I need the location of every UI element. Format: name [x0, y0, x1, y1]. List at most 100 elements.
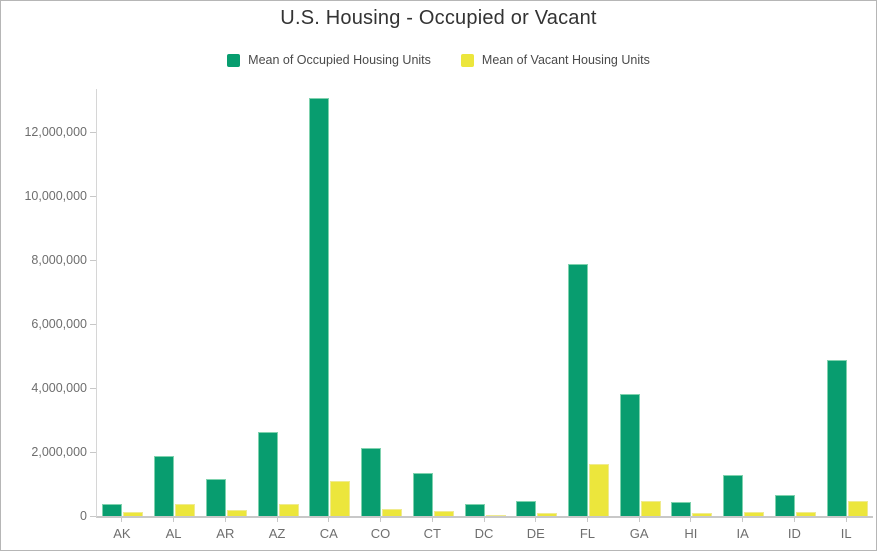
y-axis-tick-mark — [90, 516, 96, 517]
y-axis-tick-mark — [90, 324, 96, 325]
y-axis-tick-label: 12,000,000 — [24, 125, 87, 140]
x-axis-label-al: AL — [165, 526, 182, 541]
y-axis-tick-mark — [90, 452, 96, 453]
x-axis-label-ca: CA — [319, 526, 338, 541]
bar-vacant-ct[interactable] — [433, 511, 454, 516]
y-axis-tick-label: 8,000,000 — [31, 253, 87, 268]
legend: Mean of Occupied Housing Units Mean of V… — [1, 53, 876, 67]
bar-occupied-il[interactable] — [826, 360, 847, 516]
bar-vacant-id[interactable] — [795, 512, 816, 516]
y-axis-tick-mark — [90, 260, 96, 261]
x-axis-label-ia: IA — [736, 526, 749, 541]
bar-occupied-ak[interactable] — [102, 504, 123, 516]
bar-occupied-id[interactable] — [774, 495, 795, 516]
bar-vacant-ga[interactable] — [640, 501, 661, 516]
bar-occupied-ia[interactable] — [723, 475, 744, 516]
y-axis-tick-label: 4,000,000 — [31, 381, 87, 396]
bar-occupied-co[interactable] — [361, 448, 382, 516]
category-slot-ak — [97, 89, 149, 516]
category-slot-co — [356, 89, 408, 516]
x-axis-tick-mark — [690, 518, 692, 522]
legend-item-vacant[interactable]: Mean of Vacant Housing Units — [460, 53, 650, 67]
bar-vacant-co[interactable] — [382, 509, 403, 516]
bar-occupied-ct[interactable] — [412, 473, 433, 516]
bar-occupied-hi[interactable] — [671, 502, 692, 516]
bar-vacant-il[interactable] — [847, 501, 868, 516]
x-axis-tick-mark — [793, 518, 795, 522]
legend-item-occupied[interactable]: Mean of Occupied Housing Units — [227, 53, 431, 67]
x-axis-tick-mark — [535, 518, 537, 522]
category-slot-fl — [563, 89, 615, 516]
bar-occupied-ar[interactable] — [205, 479, 226, 516]
x-axis-tick-mark — [173, 518, 175, 522]
x-axis-tick-mark — [224, 518, 226, 522]
y-axis-tick-label: 2,000,000 — [31, 445, 87, 460]
y-axis-tick-label: 6,000,000 — [31, 317, 87, 332]
bar-vacant-de[interactable] — [537, 513, 558, 516]
y-axis-tick-mark — [90, 132, 96, 133]
x-axis-label-ak: AK — [113, 526, 131, 541]
x-axis-tick-mark — [742, 518, 744, 522]
legend-label-occupied: Mean of Occupied Housing Units — [248, 53, 431, 67]
x-axis-label-az: AZ — [268, 526, 286, 541]
x-axis-label-fl: FL — [579, 526, 596, 541]
x-axis-label-ct: CT — [423, 526, 441, 541]
category-slot-ar — [200, 89, 252, 516]
y-axis-tick-mark — [90, 388, 96, 389]
category-slot-hi — [666, 89, 718, 516]
x-axis-label-de: DE — [526, 526, 545, 541]
bar-vacant-ia[interactable] — [744, 512, 765, 516]
bar-vacant-ar[interactable] — [226, 510, 247, 516]
bars-container — [97, 89, 873, 516]
x-axis-tick-mark — [276, 518, 278, 522]
y-axis-tick-label: 0 — [80, 509, 87, 523]
chart-title: U.S. Housing - Occupied or Vacant — [280, 7, 597, 29]
x-axis-tick-mark — [328, 518, 330, 522]
x-axis-label-ar: AR — [216, 526, 235, 541]
bar-vacant-dc[interactable] — [485, 515, 506, 516]
x-axis-tick-mark — [586, 518, 588, 522]
y-axis-tick-label: 10,000,000 — [24, 189, 87, 204]
x-axis-label-co: CO — [370, 526, 391, 541]
bar-vacant-hi[interactable] — [692, 513, 713, 516]
category-slot-il — [821, 89, 873, 516]
occupied-swatch-icon — [227, 53, 241, 67]
category-slot-al — [149, 89, 201, 516]
x-axis-tick-mark — [845, 518, 847, 522]
category-slot-ct — [407, 89, 459, 516]
vacant-swatch-icon — [460, 53, 474, 67]
legend-label-vacant: Mean of Vacant Housing Units — [481, 53, 650, 67]
x-axis-label-il: IL — [840, 526, 852, 541]
x-axis-tick-mark — [380, 518, 382, 522]
category-slot-ca — [304, 89, 356, 516]
category-slot-id — [770, 89, 822, 516]
bar-occupied-ca[interactable] — [309, 98, 330, 516]
x-axis-tick-mark — [483, 518, 485, 522]
category-slot-dc — [459, 89, 511, 516]
bar-occupied-dc[interactable] — [464, 504, 485, 516]
x-axis-label-dc: DC — [474, 526, 494, 541]
category-slot-ga — [614, 89, 666, 516]
bar-vacant-al[interactable] — [175, 504, 196, 516]
bar-vacant-ak[interactable] — [123, 512, 144, 516]
bar-occupied-fl[interactable] — [567, 264, 588, 516]
category-slot-ia — [718, 89, 770, 516]
bar-occupied-de[interactable] — [516, 501, 537, 516]
bar-occupied-ga[interactable] — [619, 394, 640, 516]
bar-vacant-fl[interactable] — [588, 464, 609, 516]
x-axis-tick-mark — [638, 518, 640, 522]
x-axis-tick-mark — [121, 518, 123, 522]
bar-vacant-ca[interactable] — [330, 481, 351, 516]
category-slot-az — [252, 89, 304, 516]
plot-area — [96, 89, 873, 518]
x-axis-label-id: ID — [787, 526, 801, 541]
x-axis-label-hi: HI — [684, 526, 698, 541]
bar-vacant-az[interactable] — [278, 504, 299, 516]
category-slot-de — [511, 89, 563, 516]
bar-occupied-az[interactable] — [257, 432, 278, 516]
y-axis-tick-mark — [90, 196, 96, 197]
x-axis-label-ga: GA — [629, 526, 649, 541]
bar-occupied-al[interactable] — [154, 456, 175, 516]
x-axis-tick-mark — [431, 518, 433, 522]
